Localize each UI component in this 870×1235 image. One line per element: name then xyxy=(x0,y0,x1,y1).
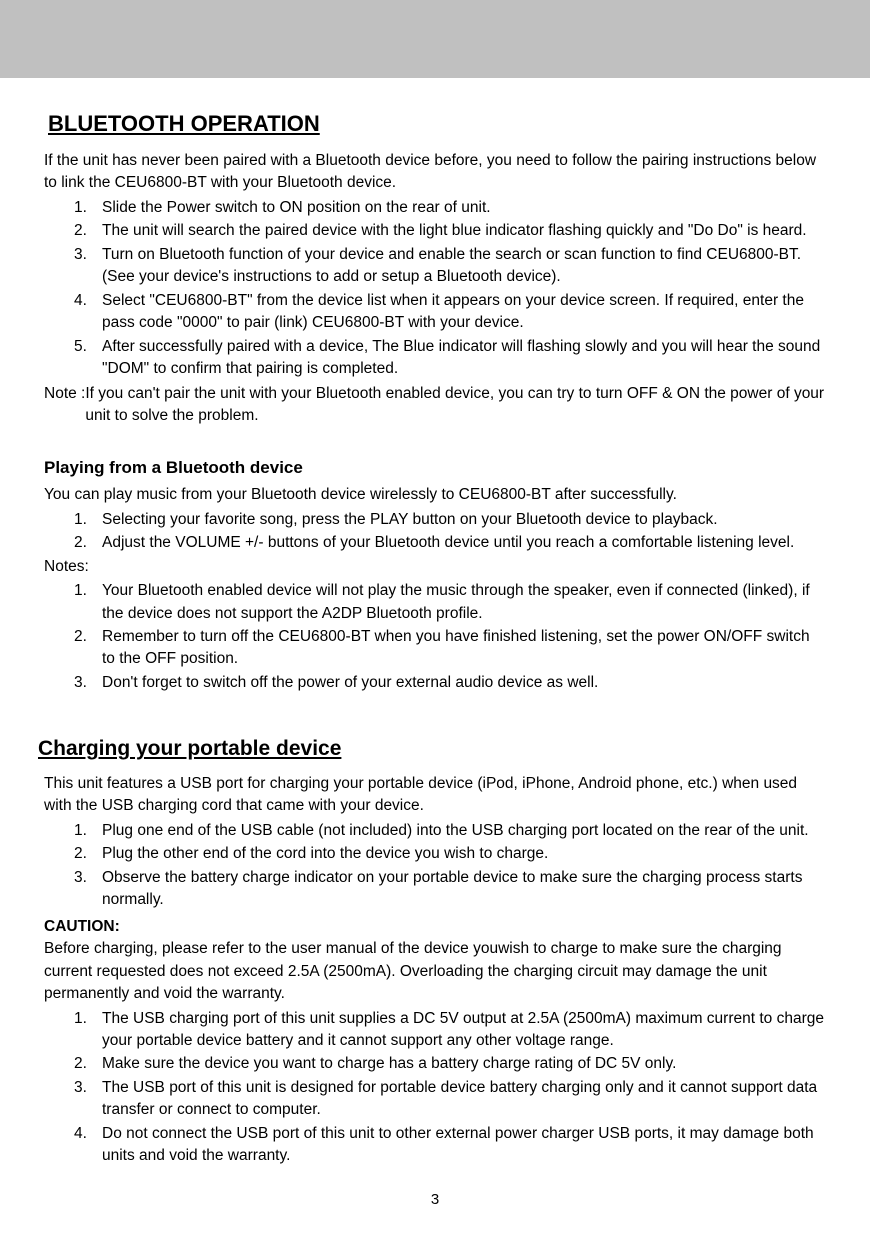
step-text: After successfully paired with a device,… xyxy=(102,338,820,377)
step-text: Turn on Bluetooth function of your devic… xyxy=(102,246,801,285)
list-item: 5.After successfully paired with a devic… xyxy=(74,336,826,381)
section-playing-steps: 1.Selecting your favorite song, press th… xyxy=(74,509,826,555)
caution-item-text: The USB charging port of this unit suppl… xyxy=(102,1010,824,1049)
caution-item-text: Do not connect the USB port of this unit… xyxy=(102,1125,814,1164)
list-item: 3.Don't forget to switch off the power o… xyxy=(74,672,826,694)
step-text: Adjust the VOLUME +/- buttons of your Bl… xyxy=(102,534,794,551)
list-item: 3.The USB port of this unit is designed … xyxy=(74,1077,826,1122)
step-text: Selecting your favorite song, press the … xyxy=(102,511,718,528)
list-item: 2.Remember to turn off the CEU6800-BT wh… xyxy=(74,626,826,671)
list-item: 1.Selecting your favorite song, press th… xyxy=(74,509,826,531)
list-item: 1.Plug one end of the USB cable (not inc… xyxy=(74,820,826,842)
caution-text: Before charging, please refer to the use… xyxy=(44,938,826,1005)
step-text: Plug one end of the USB cable (not inclu… xyxy=(102,822,809,839)
step-text: Plug the other end of the cord into the … xyxy=(102,845,548,862)
section-charging-caution-items: 1.The USB charging port of this unit sup… xyxy=(74,1008,826,1168)
caution-item-text: Make sure the device you want to charge … xyxy=(102,1055,676,1072)
section-playing-notes: 1.Your Bluetooth enabled device will not… xyxy=(74,580,826,694)
list-item: 3.Observe the battery charge indicator o… xyxy=(74,867,826,912)
section-bluetooth-heading: BLUETOOTH OPERATION xyxy=(48,108,826,140)
section-charging-intro: This unit features a USB port for chargi… xyxy=(44,773,826,818)
step-text: Slide the Power switch to ON position on… xyxy=(102,199,491,216)
note-text: Remember to turn off the CEU6800-BT when… xyxy=(102,628,810,667)
list-item: 2.Adjust the VOLUME +/- buttons of your … xyxy=(74,532,826,554)
caution-label: CAUTION: xyxy=(44,916,826,938)
section-bluetooth-note: Note : If you can't pair the unit with y… xyxy=(44,383,826,428)
list-item: 1.Your Bluetooth enabled device will not… xyxy=(74,580,826,625)
list-item: 1.Slide the Power switch to ON position … xyxy=(74,197,826,219)
section-bluetooth-steps: 1.Slide the Power switch to ON position … xyxy=(74,197,826,381)
list-item: 3.Turn on Bluetooth function of your dev… xyxy=(74,244,826,289)
step-text: Observe the battery charge indicator on … xyxy=(102,869,802,908)
notes-label: Notes: xyxy=(44,556,826,578)
section-playing-heading: Playing from a Bluetooth device xyxy=(44,456,826,481)
caution-item-text: The USB port of this unit is designed fo… xyxy=(102,1079,817,1118)
note-text: If you can't pair the unit with your Blu… xyxy=(85,383,826,428)
note-label: Note : xyxy=(44,383,85,428)
header-band xyxy=(0,0,870,78)
section-charging-steps: 1.Plug one end of the USB cable (not inc… xyxy=(74,820,826,912)
note-text: Your Bluetooth enabled device will not p… xyxy=(102,582,810,621)
note-text: Don't forget to switch off the power of … xyxy=(102,674,598,691)
section-playing-intro: You can play music from your Bluetooth d… xyxy=(44,484,826,506)
section-bluetooth-intro: If the unit has never been paired with a… xyxy=(44,150,826,195)
page-content: BLUETOOTH OPERATION If the unit has neve… xyxy=(0,78,870,1168)
section-charging-heading: Charging your portable device xyxy=(38,734,826,764)
list-item: 2.Make sure the device you want to charg… xyxy=(74,1053,826,1075)
list-item: 4.Do not connect the USB port of this un… xyxy=(74,1123,826,1168)
list-item: 4.Select "CEU6800-BT" from the device li… xyxy=(74,290,826,335)
list-item: 1.The USB charging port of this unit sup… xyxy=(74,1008,826,1053)
step-text: Select "CEU6800-BT" from the device list… xyxy=(102,292,804,331)
list-item: 2.The unit will search the paired device… xyxy=(74,220,826,242)
step-text: The unit will search the paired device w… xyxy=(102,222,807,239)
page-number: 3 xyxy=(0,1189,870,1211)
list-item: 2.Plug the other end of the cord into th… xyxy=(74,843,826,865)
